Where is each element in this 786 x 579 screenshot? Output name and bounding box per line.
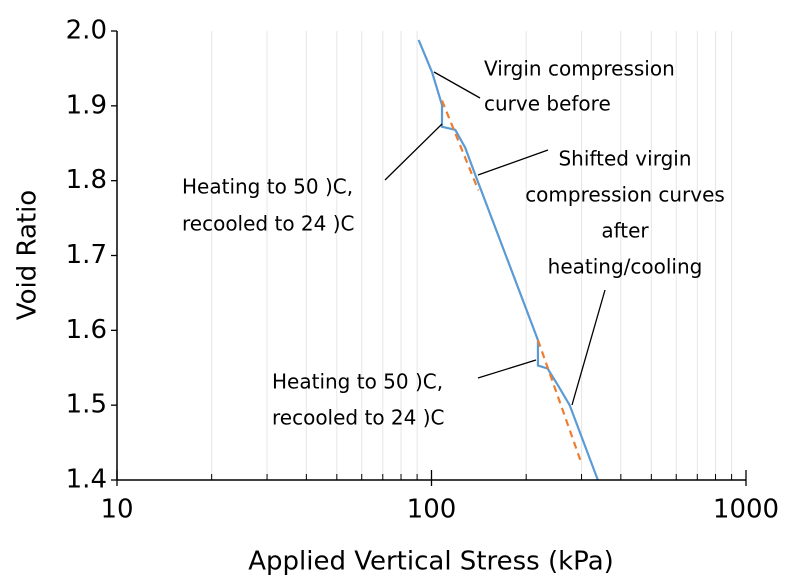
leader-line xyxy=(571,289,606,406)
annotation: recooled to 24 )C xyxy=(182,212,354,236)
grid xyxy=(211,31,733,480)
y-axis-label: Void Ratio xyxy=(13,190,43,320)
annotation: compression curves xyxy=(525,183,725,207)
annotation: heating/cooling xyxy=(548,255,703,279)
annotation: Heating to 50 )C, xyxy=(182,175,353,199)
y-tick-label: 1.6 xyxy=(66,315,107,345)
annotation: curve before xyxy=(484,92,611,116)
annotation: Heating to 50 )C, xyxy=(272,370,443,394)
annotation: Shifted virgin xyxy=(558,147,691,171)
annotation: recooled to 24 )C xyxy=(272,406,444,430)
x-tick-label: 1000 xyxy=(713,495,779,525)
x-axis-label: Applied Vertical Stress (kPa) xyxy=(248,547,614,577)
y-tick-label: 2.0 xyxy=(66,16,107,46)
y-tick-label: 1.4 xyxy=(66,465,107,495)
leader-line xyxy=(433,71,481,99)
y-tick-label: 1.8 xyxy=(66,165,107,195)
leader-line xyxy=(477,149,549,176)
annotation: Virgin compression xyxy=(484,57,675,81)
y-tick-label: 1.7 xyxy=(66,240,107,270)
y-tick-label: 1.5 xyxy=(66,390,107,420)
x-tick-label: 100 xyxy=(407,495,457,525)
x-tick-label: 10 xyxy=(100,495,133,525)
y-tick-label: 1.9 xyxy=(66,90,107,120)
data-line xyxy=(417,39,599,481)
leader-line xyxy=(477,359,537,379)
plot xyxy=(417,39,599,481)
annotation: after xyxy=(601,219,649,243)
data-line xyxy=(440,100,583,464)
leaders xyxy=(384,71,606,406)
leader-line xyxy=(384,123,443,181)
